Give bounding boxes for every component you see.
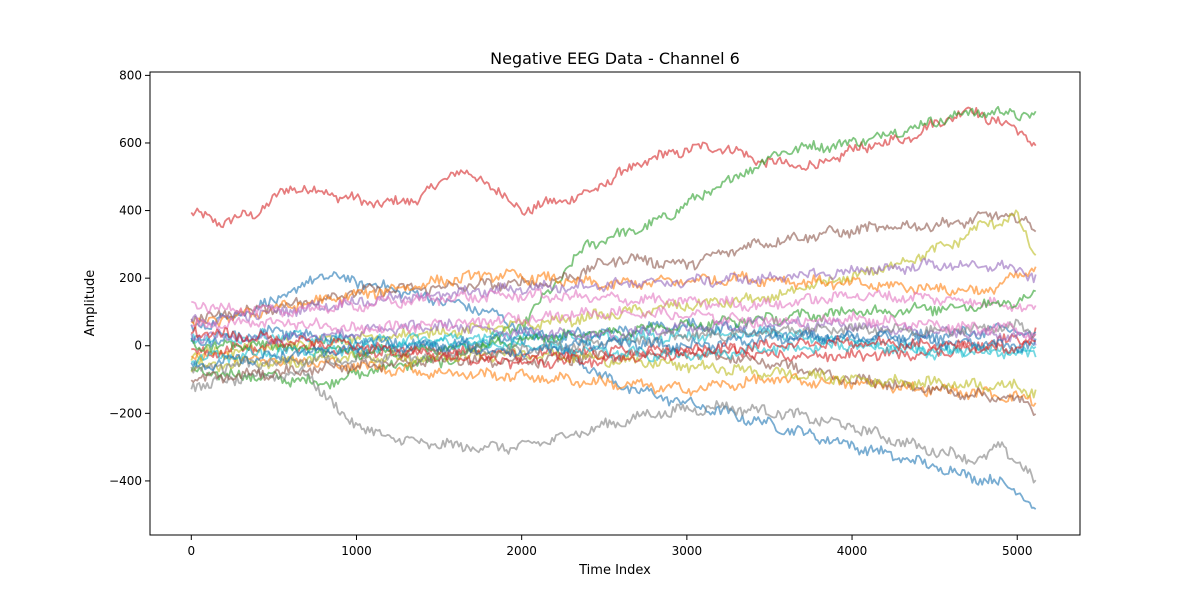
series-line xyxy=(190,347,1037,416)
series-line xyxy=(190,326,1036,370)
x-tick-label: 0 xyxy=(187,544,195,558)
series-group xyxy=(190,105,1037,510)
series-line xyxy=(190,105,1037,390)
series-line xyxy=(190,329,1037,372)
series-line xyxy=(190,257,1037,326)
x-axis-label: Time Index xyxy=(578,563,651,578)
series-line xyxy=(190,318,1037,375)
x-tick-label: 3000 xyxy=(672,544,703,558)
series-line xyxy=(190,305,1037,341)
y-tick-label: 400 xyxy=(119,204,142,218)
series-line xyxy=(190,211,1037,324)
series-line xyxy=(190,266,1037,329)
plot-frame xyxy=(149,71,1081,536)
series-line xyxy=(190,345,1037,399)
series-line xyxy=(190,271,1037,510)
x-axis-ticks: 0 1000 2000 3000 4000 5000 xyxy=(187,535,1033,558)
y-tick-label: 0 xyxy=(134,339,142,353)
series-line xyxy=(190,317,1037,354)
x-tick-label: 2000 xyxy=(506,544,537,558)
series-line xyxy=(190,365,1037,484)
series-line xyxy=(190,106,1037,229)
y-tick-label: 200 xyxy=(119,271,142,285)
series-line xyxy=(190,336,1037,367)
y-tick-label: −200 xyxy=(109,406,142,420)
y-tick-label: 800 xyxy=(119,68,142,82)
x-tick-label: 5000 xyxy=(1002,544,1033,558)
x-tick-label: 1000 xyxy=(341,544,372,558)
y-tick-label: 600 xyxy=(119,136,142,150)
series-line xyxy=(190,316,1037,346)
y-axis-label: Amplitude xyxy=(83,270,98,337)
series-line xyxy=(190,350,1037,407)
x-tick-label: 4000 xyxy=(837,544,868,558)
y-axis-ticks: −400 −200 0 200 400 600 800 xyxy=(109,68,150,488)
y-tick-label: −400 xyxy=(109,474,142,488)
series-line xyxy=(191,288,1037,318)
chart-title: Negative EEG Data - Channel 6 xyxy=(490,49,740,68)
